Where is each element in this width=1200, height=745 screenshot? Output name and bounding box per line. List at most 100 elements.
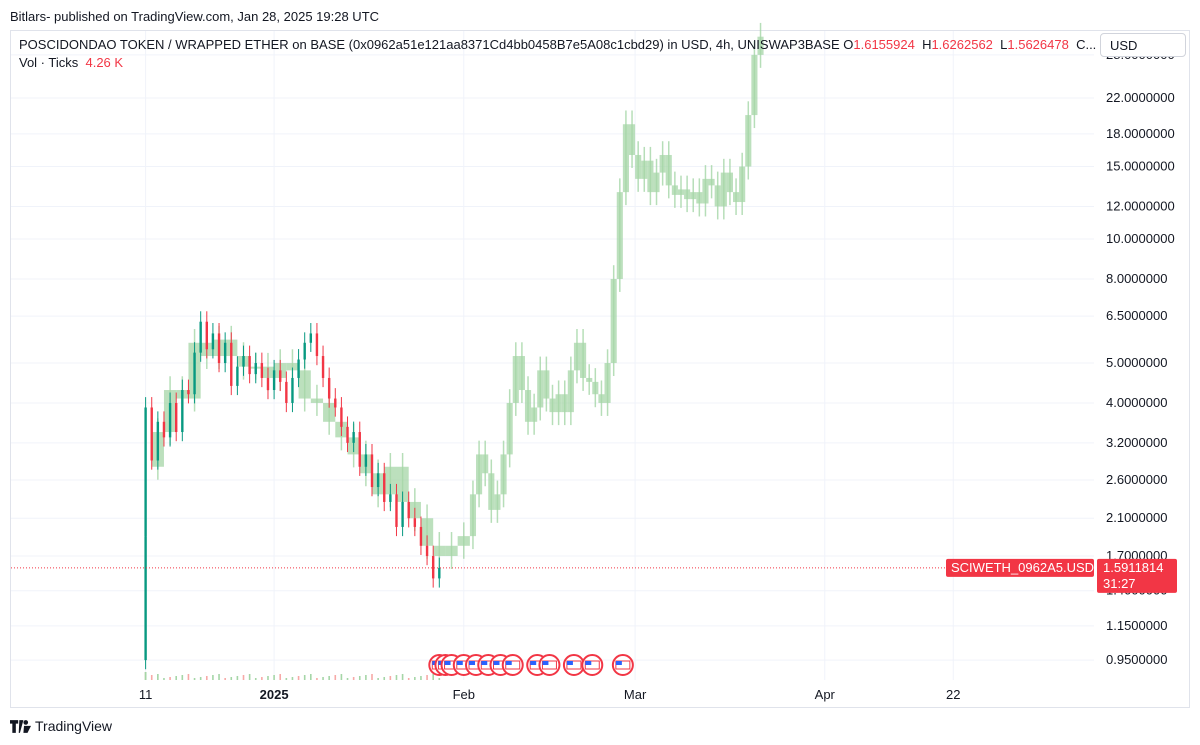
y-tick-label: 1.1500000 [1106,618,1167,633]
volume-bar [248,674,251,680]
y-tick-label: 12.0000000 [1106,198,1175,213]
volume-bar [285,678,288,680]
projection-candle [323,402,336,422]
symbol-tag [946,558,1094,577]
projection-candle [445,545,458,557]
projection-candle [659,154,666,173]
price-candle [266,377,270,391]
volume-bar [365,675,367,680]
volume-bar [242,675,245,680]
x-tick-label: 2025 [260,687,289,702]
event-flag-canton [456,661,463,665]
volume-bar [401,674,404,680]
volume-bar [371,674,373,680]
volume-bar [144,672,147,680]
y-tick-label: 3.2000000 [1106,435,1167,450]
symbol-tag-label: SCIWETH_0962A5.USD [951,560,1094,575]
volume-bar [395,675,398,680]
price-candle [181,390,184,433]
tradingview-logo-icon [10,719,31,733]
projection-candle [469,494,477,537]
projection-candle [598,394,605,403]
legend-low-value: 1.5626478 [1007,37,1069,52]
price-tag [1097,558,1177,593]
volume-bar [322,677,324,680]
y-tick-label: 2.6000000 [1106,472,1167,487]
price-candle [303,342,306,360]
legend-close-label: C... [1076,37,1097,52]
projection-candle [696,192,703,204]
price-candle [395,494,398,527]
volume-bar [254,678,257,680]
projection-candle [757,36,764,55]
projection-candle [622,124,629,193]
price-tag-value: 1.5911814 [1103,560,1164,575]
price-candle [242,356,245,367]
projection-candle [549,398,556,413]
footer-brand-label: TradingView [35,718,113,734]
volume-bar [420,676,422,680]
projection-candle [567,370,574,413]
price-candle [438,567,441,579]
y-tick-label: 10.0000000 [1106,231,1175,246]
legend-open-label: O [843,37,854,52]
price-candle [431,556,435,579]
projection-candle [739,166,746,203]
price-candle [315,333,319,357]
price-candle [358,432,361,467]
projection-candle [476,454,483,495]
price-candle [223,342,227,364]
projection-candle [555,394,562,413]
volume-bar [414,677,416,680]
symbol-legend: POSCIDONDAO TOKEN / WRAPPED ETHER on BAS… [19,37,1096,52]
projection-candle [635,154,642,179]
volume-bar [169,677,171,680]
volume-bar [297,676,300,680]
price-candle [346,426,349,443]
projection-candle [665,154,672,186]
volume-bar [407,678,410,680]
volume-bar [193,678,196,680]
volume-value: 4.26 K [85,55,124,70]
volume-bar [230,677,233,680]
volume-bar [328,676,330,680]
volume-bar [205,676,208,680]
price-candle [260,363,264,378]
event-flag-canton [542,661,549,665]
legend-title: POSCIDONDAO TOKEN / WRAPPED ETHER on BAS… [19,37,840,52]
price-candle [419,526,423,546]
projection-candle [537,370,544,408]
projection-candle [610,278,617,364]
price-candle [236,366,239,386]
volume-bar [432,674,434,680]
price-candle [279,370,282,382]
projection-candle [396,466,409,502]
event-flag-canton [481,661,488,665]
price-candle [327,377,331,399]
projection-candle [420,518,434,546]
y-tick-label: 8.0000000 [1106,271,1167,286]
volume-bar [310,674,312,680]
price-candle [370,454,374,488]
projection-candle [647,160,654,193]
projection-candle [384,466,397,495]
footer-brand[interactable]: TradingView [10,718,112,734]
volume-bar [438,678,441,680]
price-candle [187,390,190,395]
projection-candle [512,356,519,403]
projection-candle [457,536,470,546]
volume-bar [267,676,269,680]
price-candle [230,342,233,386]
currency-button[interactable]: USD [1100,33,1186,57]
price-candle [248,356,251,375]
projection-candle [310,398,324,403]
projection-candle [628,124,636,155]
event-flag-canton [505,661,512,665]
price-candle [407,501,410,519]
projection-candle [671,185,678,195]
price-candle [401,501,404,527]
volume-bar [224,678,226,680]
y-tick-label: 0.9500000 [1106,652,1167,667]
y-tick-label: 22.0000000 [1106,90,1175,105]
